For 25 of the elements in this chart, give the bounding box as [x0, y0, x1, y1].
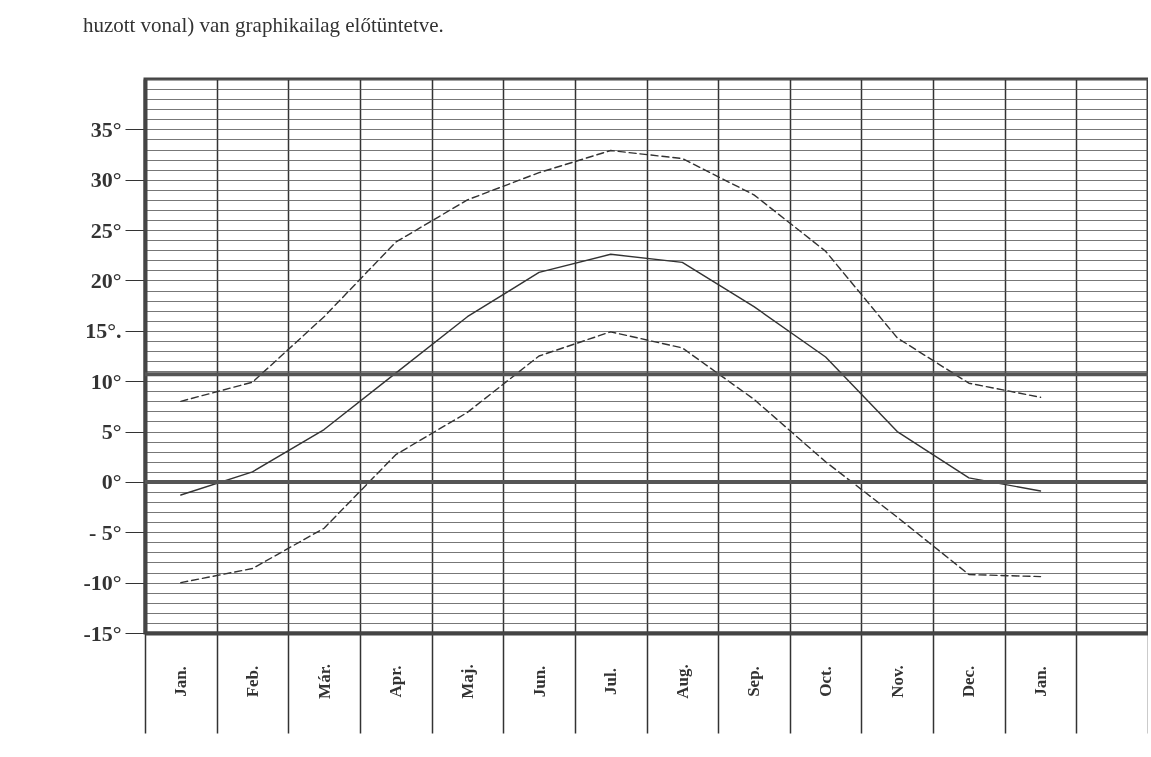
y-tick-label: 15°. — [85, 318, 122, 344]
x-tick-label: Már. — [314, 664, 334, 699]
x-tick-label: Aug. — [672, 664, 692, 699]
x-tick-label: Jul. — [601, 668, 621, 695]
x-tick-label: Nov. — [887, 665, 907, 698]
y-tick-label: 25° — [90, 217, 122, 243]
y-tick-label: 35° — [90, 116, 122, 142]
y-tick-label: 0° — [101, 469, 122, 495]
x-tick-label: Jan. — [1031, 666, 1051, 697]
x-tick-label: Maj. — [457, 664, 477, 699]
y-tick-label: 5° — [101, 419, 122, 445]
y-tick-label: 20° — [90, 267, 122, 293]
y-tick-label: - 5° — [88, 519, 122, 545]
x-tick-label: Jun. — [529, 665, 549, 698]
y-tick-label: -15° — [83, 620, 122, 646]
x-tick-label: Sep. — [744, 666, 764, 697]
y-tick-label: -10° — [83, 570, 122, 596]
x-tick-label: Jan. — [171, 666, 191, 697]
x-tick-label: Feb. — [242, 665, 262, 698]
y-tick-label: 30° — [90, 167, 122, 193]
y-tick-label: 10° — [90, 368, 122, 394]
x-tick-label: Oct. — [816, 666, 836, 697]
x-tick-label: Dec. — [959, 665, 979, 698]
text: huzott vonal) van graphikailag előtüntetve. — [82, 13, 444, 37]
x-tick-label: Apr. — [386, 665, 406, 698]
